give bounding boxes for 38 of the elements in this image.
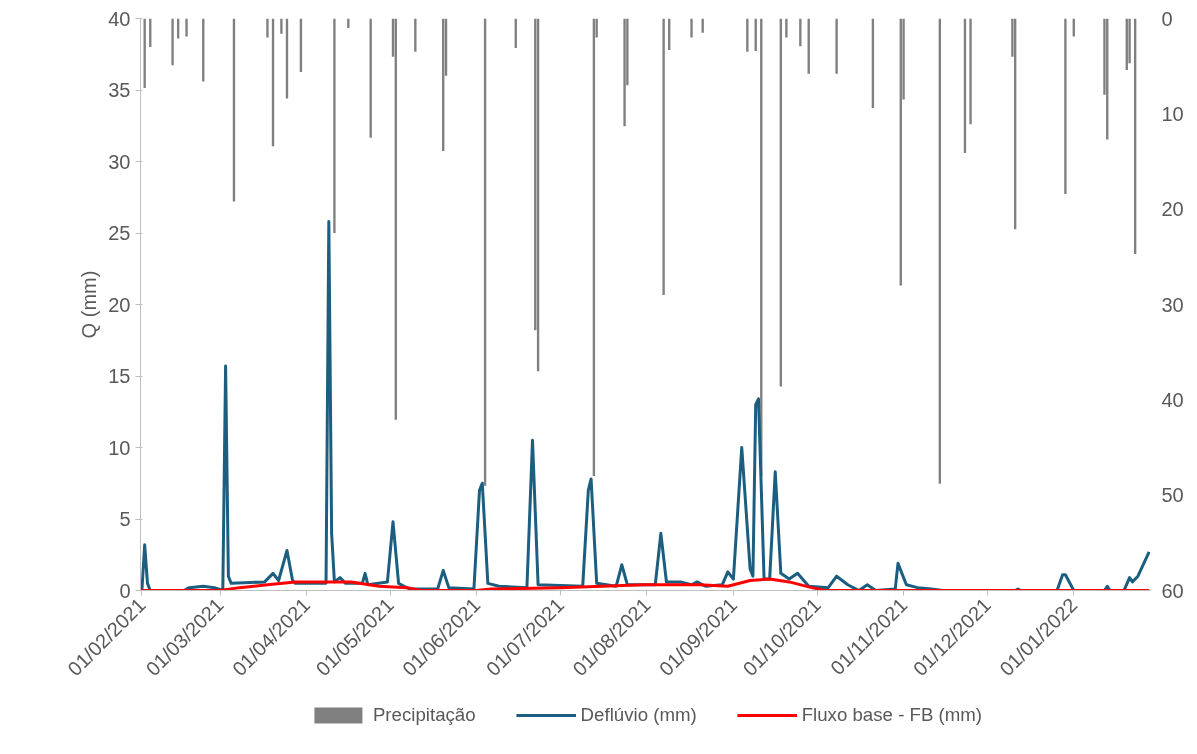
bar [662,18,665,295]
y2-tick-label: 30 [1161,293,1184,316]
y2-tick-label: 0 [1161,7,1173,30]
y-tick-label: 30 [108,150,131,173]
y2-tick-label: 50 [1161,484,1184,507]
y-tick-label: 5 [119,508,131,530]
y-tick-label: 35 [108,79,131,101]
y-tick-label: 40 [108,7,131,30]
bar [266,18,269,38]
bar [835,18,838,74]
y-tick-label: 10 [108,436,131,459]
y-tick-label: 0 [119,579,131,602]
bar [333,18,336,233]
bar [785,18,788,38]
y2-tick-label: 10 [1161,102,1184,125]
bar [623,18,626,127]
y2-tick-label: 20 [1161,198,1184,221]
y2-tick-label: 40 [1161,388,1184,411]
bar [969,18,972,125]
bar [414,18,417,52]
bar [347,18,350,29]
y-tick-label: 25 [108,222,131,244]
bar [690,18,693,38]
legend-label: Deflúvio (mm) [580,704,697,726]
bar [280,18,283,34]
legend-label: Fluxo base - FB (mm) [801,704,983,726]
bar [143,18,146,89]
y-axis-title: Q (mm) [78,270,101,339]
bar [746,18,749,52]
bar [799,18,802,47]
y-tick-label: 20 [108,293,131,316]
y2-tick-label: 60 [1161,579,1184,602]
bar [171,18,174,66]
bar [185,18,188,37]
legend-label: Precipitação [372,704,476,726]
y-tick-label: 15 [108,365,131,387]
bar [369,18,372,138]
bar [1064,18,1067,194]
